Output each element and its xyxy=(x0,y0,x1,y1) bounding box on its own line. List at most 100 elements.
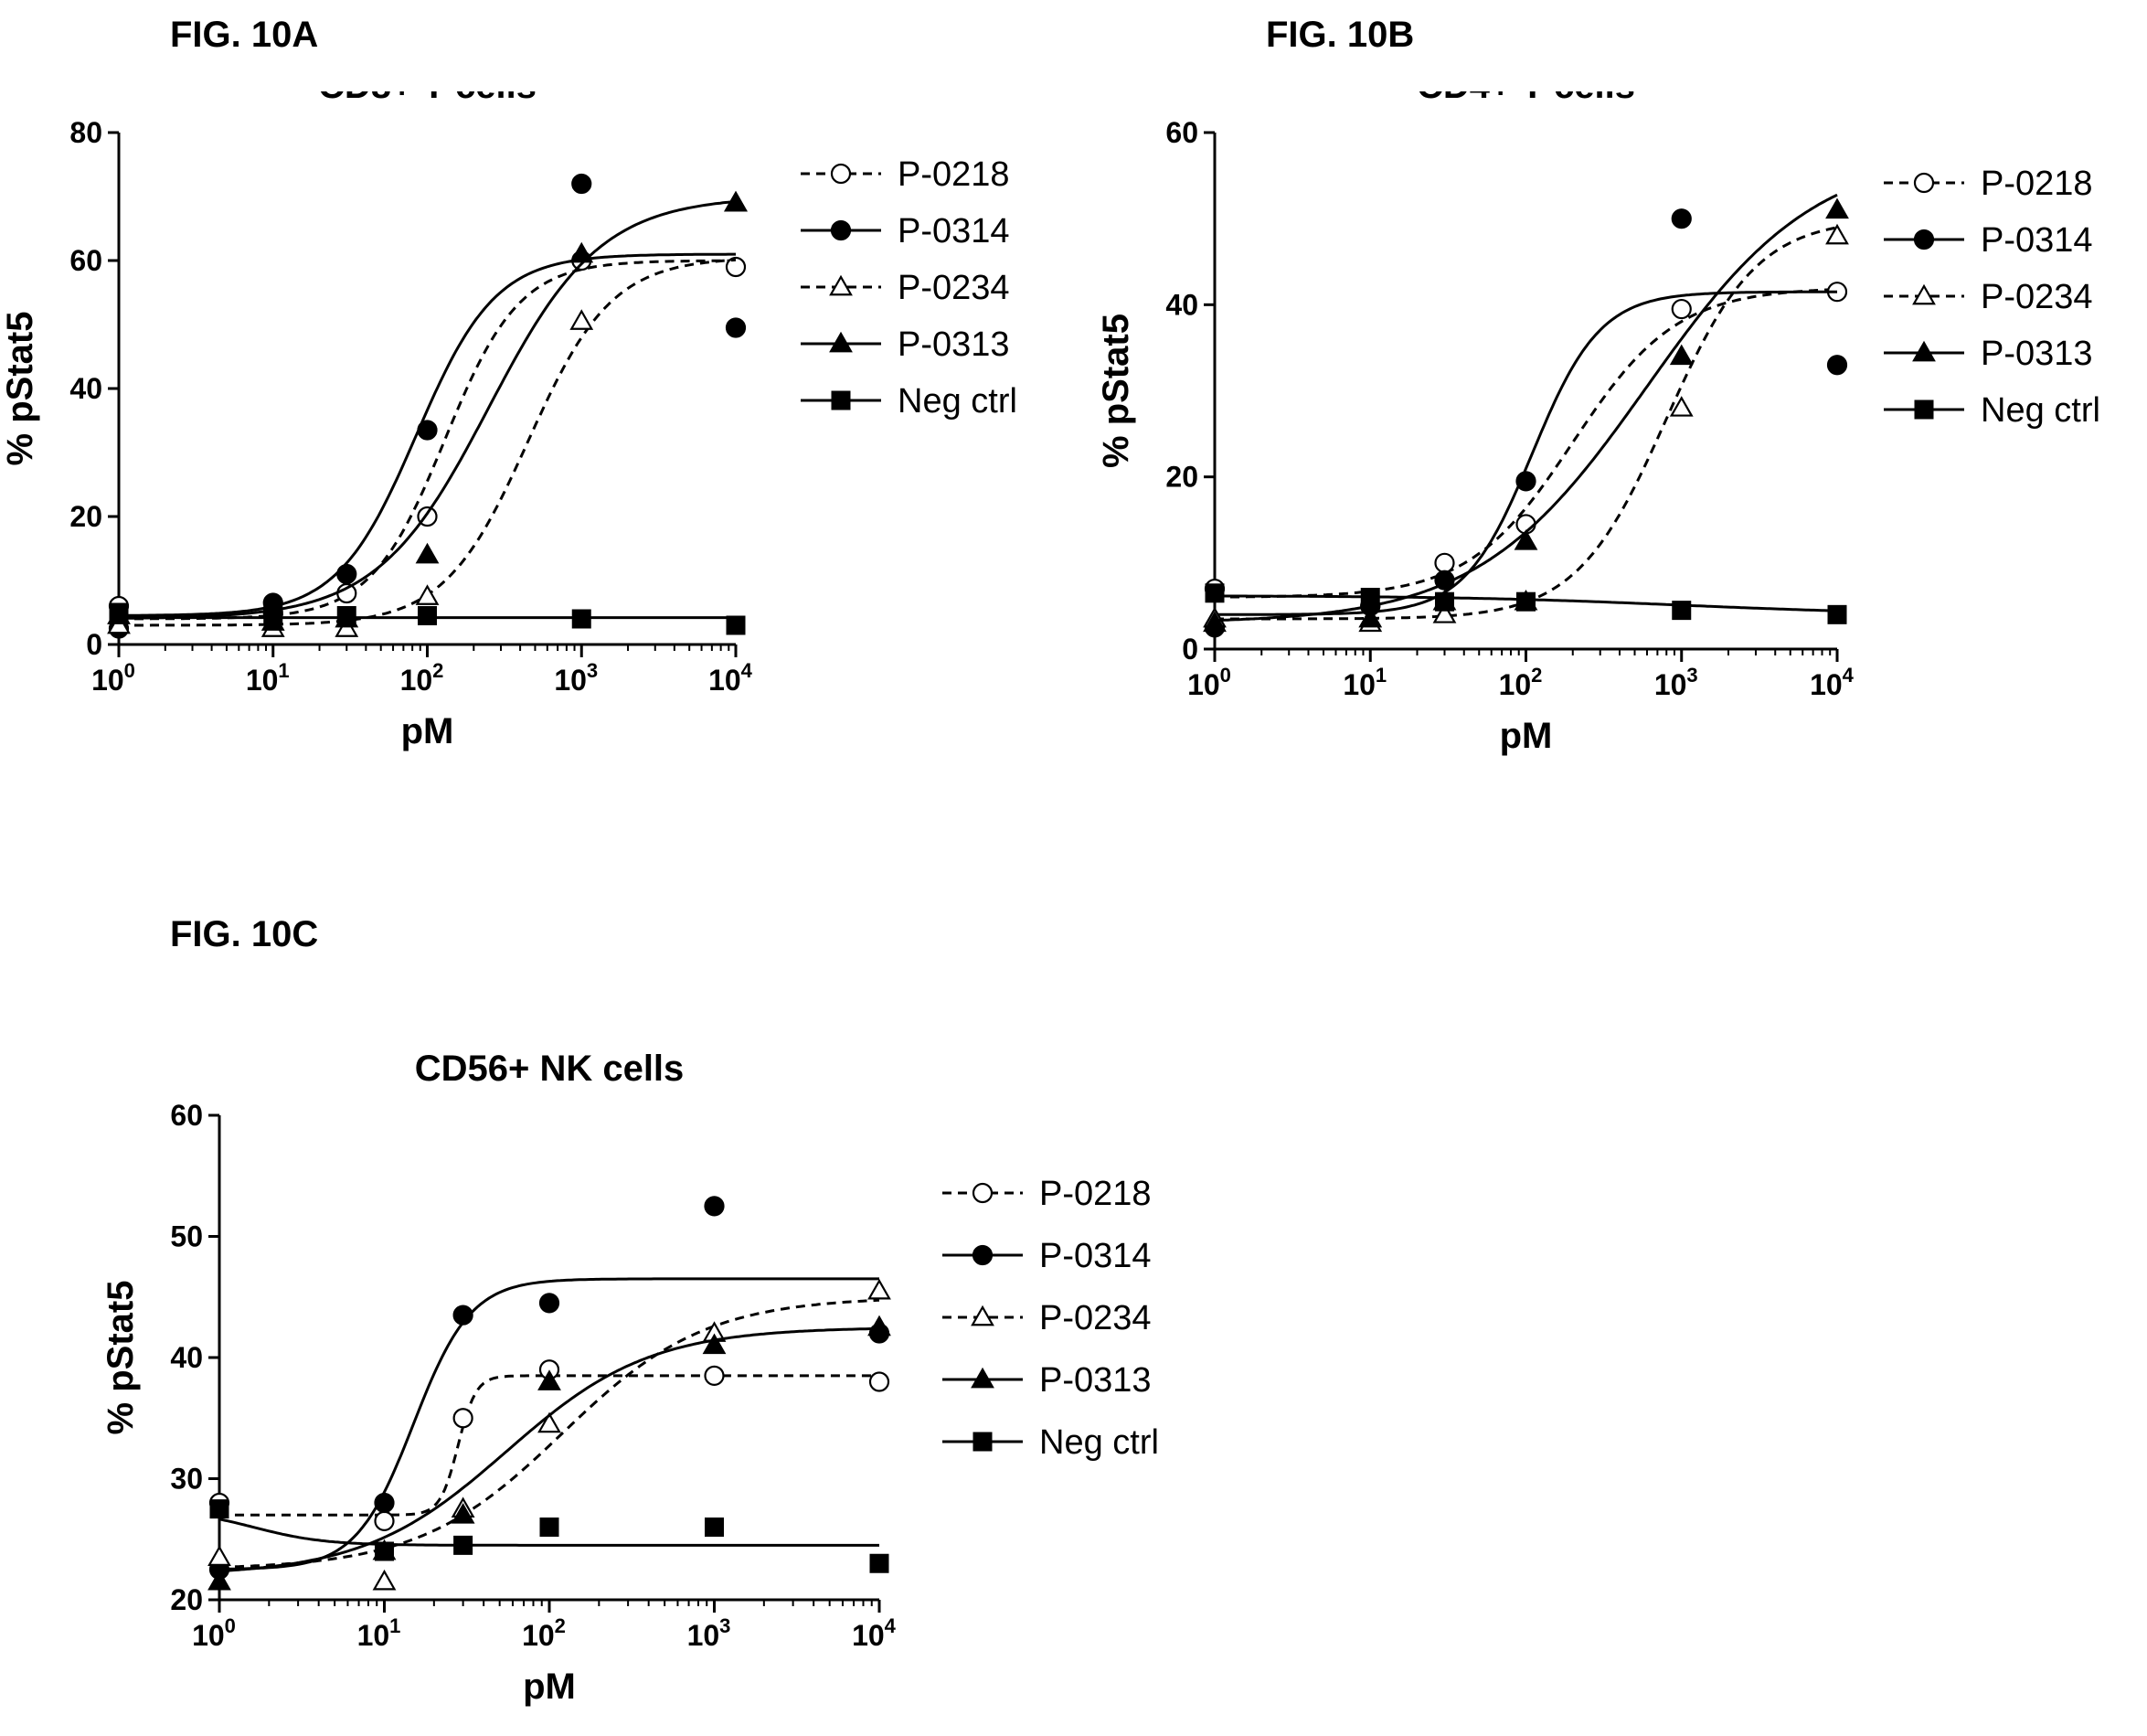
chart-cd8-t-cells: CD8+ T cells 0 20 40 60 80 100 101 102 103 104 pM % … xyxy=(0,91,1017,751)
legend-marker-p-0314 xyxy=(830,219,852,241)
data-point-p-0218 xyxy=(725,256,747,278)
y-tick-label: 50 xyxy=(170,1220,203,1253)
legend-label: P-0234 xyxy=(898,269,1010,307)
fit-curve-p-0314 xyxy=(1215,290,1837,616)
data-point-p-0313 xyxy=(702,1333,727,1355)
y-axis-label: % pStat5 xyxy=(1096,314,1136,468)
data-point-p-0313 xyxy=(1358,606,1383,628)
legend-marker-p-0218 xyxy=(972,1182,994,1204)
x-tick-label: 101 xyxy=(357,1614,401,1652)
data-point-neg-ctrl xyxy=(869,1553,889,1573)
data-point-p-0234 xyxy=(207,1545,231,1566)
data-point-p-0234 xyxy=(569,309,594,330)
data-point-neg-ctrl xyxy=(1516,591,1536,612)
legend-marker-p-0218 xyxy=(1913,172,1935,194)
figure-label: FIG. 10A xyxy=(170,15,319,55)
data-point-p-0218 xyxy=(1434,552,1455,573)
fit-curve-p-0314 xyxy=(219,1277,879,1571)
x-tick-label: 101 xyxy=(1343,664,1387,701)
fit-curve-p-0234 xyxy=(119,258,737,627)
x-tick-label: 101 xyxy=(246,659,290,697)
legend-marker-p-0314 xyxy=(1913,229,1935,250)
y-tick-label: 80 xyxy=(69,116,102,149)
legend-label: P-0234 xyxy=(1039,1299,1152,1337)
chart-title: CD56+ NK cells xyxy=(415,1049,685,1089)
y-tick-label: 30 xyxy=(170,1463,203,1496)
x-tick-label: 104 xyxy=(1810,664,1855,701)
legend-label: Neg ctrl xyxy=(898,382,1017,421)
legend-label: Neg ctrl xyxy=(1981,391,2100,430)
legend-label: P-0218 xyxy=(898,155,1010,194)
data-point-p-0218 xyxy=(1671,298,1692,320)
data-point-p-0313 xyxy=(867,1315,891,1337)
legend-marker-p-0313 xyxy=(971,1367,994,1389)
data-point-neg-ctrl xyxy=(539,1518,559,1537)
x-tick-label: 104 xyxy=(852,1614,897,1652)
fit-curve-p-0234 xyxy=(218,1298,880,1569)
fit-curve-p-0218 xyxy=(119,259,736,621)
x-tick-label: 102 xyxy=(522,1614,566,1652)
legend-marker-p-0234 xyxy=(829,274,853,296)
fit-curve-p-0313 xyxy=(218,1326,879,1573)
data-point-neg-ctrl xyxy=(336,606,356,625)
x-tick-label: 104 xyxy=(708,659,753,697)
data-point-p-0234 xyxy=(372,1569,397,1591)
data-point-neg-ctrl xyxy=(1827,604,1847,624)
y-tick-label: 60 xyxy=(170,1099,203,1132)
legend-marker-p-0234 xyxy=(1912,283,1936,305)
y-tick-label: 60 xyxy=(69,244,102,277)
legend-marker-p-0314 xyxy=(972,1244,994,1266)
fit-curve-p-0314 xyxy=(119,252,736,617)
data-point-p-0313 xyxy=(415,542,440,564)
data-point-neg-ctrl xyxy=(109,602,129,623)
x-tick-label: 103 xyxy=(1654,664,1698,701)
data-point-p-0314 xyxy=(725,317,747,338)
data-point-p-0313 xyxy=(1669,344,1694,366)
x-tick-label: 102 xyxy=(1499,664,1543,701)
data-point-p-0313 xyxy=(207,1569,231,1591)
data-point-neg-ctrl xyxy=(263,606,283,625)
legend-marker-neg-ctrl xyxy=(1914,399,1934,420)
data-point-neg-ctrl xyxy=(705,1518,724,1537)
data-point-p-0234 xyxy=(1669,396,1694,417)
legend-marker-neg-ctrl xyxy=(831,390,851,410)
figure-label: FIG. 10B xyxy=(1266,15,1415,55)
legend-label: Neg ctrl xyxy=(1039,1423,1159,1462)
legend-marker-neg-ctrl xyxy=(973,1432,993,1452)
y-tick-label: 60 xyxy=(1165,116,1198,149)
x-axis-label: pM xyxy=(401,711,454,751)
data-point-p-0313 xyxy=(451,1503,475,1524)
legend-marker-p-0313 xyxy=(829,331,853,353)
figure-label: FIG. 10C xyxy=(170,914,319,954)
chart-title: CD8+ T cells xyxy=(318,91,537,106)
data-point-p-0313 xyxy=(1514,529,1538,550)
y-axis-label: % pStat5 xyxy=(0,312,40,466)
data-point-p-0314 xyxy=(374,1492,395,1514)
data-point-p-0314 xyxy=(704,1196,725,1217)
data-point-p-0314 xyxy=(417,420,438,441)
data-point-p-0314 xyxy=(452,1305,473,1326)
y-tick-label: 20 xyxy=(170,1583,203,1616)
data-point-neg-ctrl xyxy=(1205,583,1225,603)
data-point-p-0313 xyxy=(537,1369,561,1390)
data-point-neg-ctrl xyxy=(1360,588,1380,607)
fit-curve-p-0313 xyxy=(119,200,737,620)
x-axis-label: pM xyxy=(1500,716,1553,756)
x-tick-label: 102 xyxy=(400,659,444,697)
x-tick-label: 100 xyxy=(91,659,135,697)
legend-label: P-0313 xyxy=(898,325,1010,364)
data-point-neg-ctrl xyxy=(1672,601,1692,621)
y-axis-label: % pStat5 xyxy=(101,1281,141,1435)
legend-label: P-0313 xyxy=(1981,335,2093,373)
data-point-p-0234 xyxy=(1825,223,1849,245)
y-tick-label: 40 xyxy=(69,372,102,405)
data-point-p-0313 xyxy=(569,241,594,263)
legend-label: P-0314 xyxy=(1981,221,2093,260)
data-point-p-0234 xyxy=(537,1411,561,1433)
x-tick-label: 100 xyxy=(192,1614,236,1652)
legend-marker-p-0313 xyxy=(1912,340,1936,362)
x-tick-label: 103 xyxy=(687,1614,731,1652)
legend-label: P-0234 xyxy=(1981,278,2093,316)
data-point-p-0314 xyxy=(1671,208,1692,229)
data-point-p-0313 xyxy=(1825,197,1849,219)
